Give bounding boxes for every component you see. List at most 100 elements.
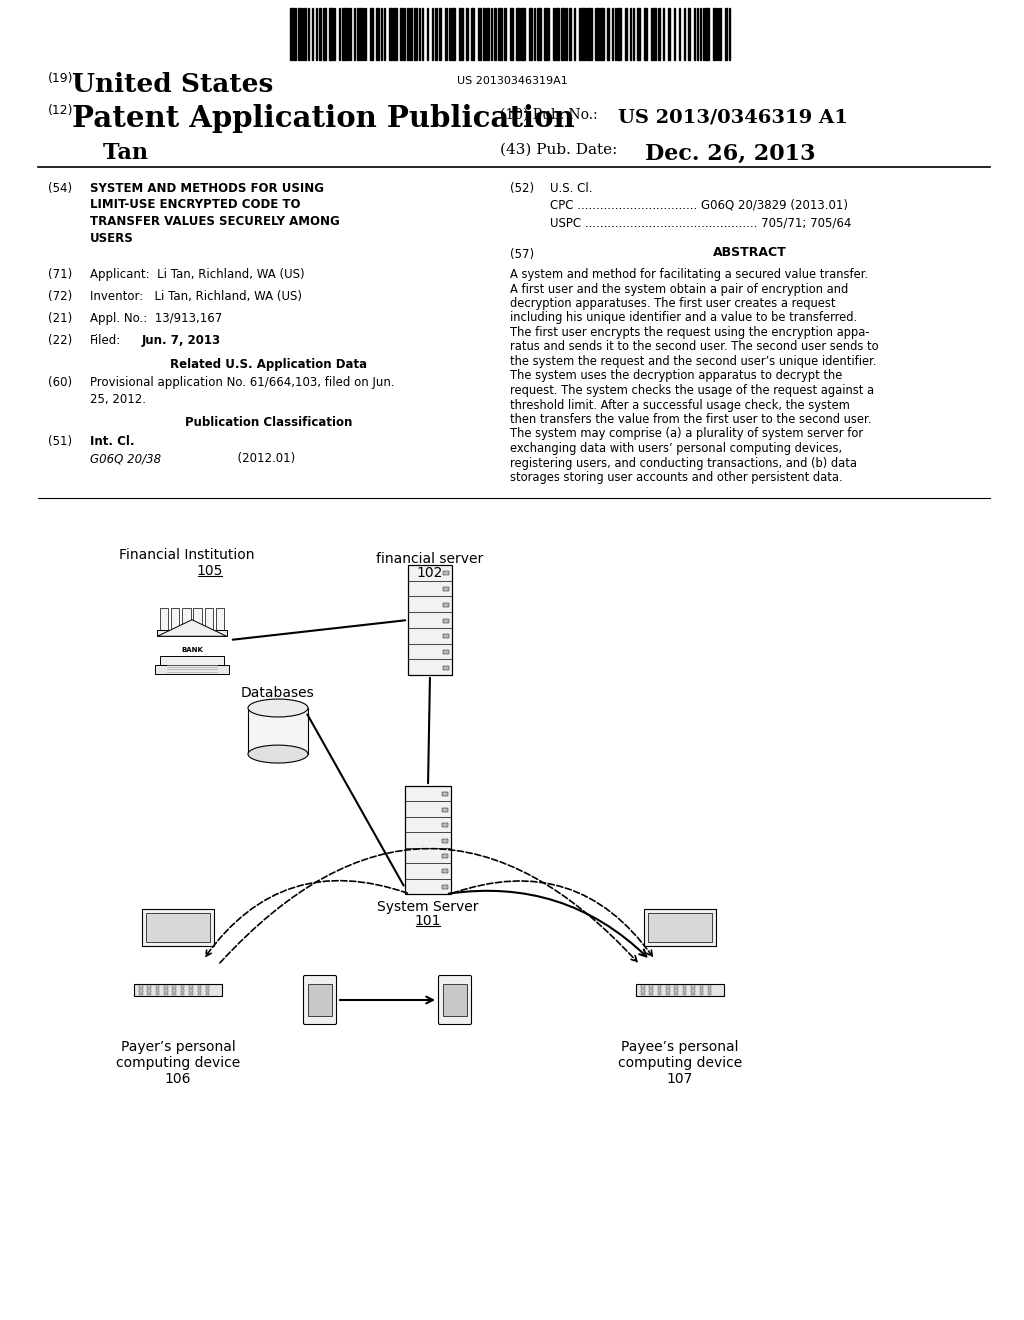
Bar [198,989,201,991]
Bar [713,8,715,59]
Ellipse shape [248,744,308,763]
Bar [636,985,724,995]
Bar [406,785,451,894]
Text: (43) Pub. Date:: (43) Pub. Date: [500,143,617,157]
Bar [625,8,627,59]
Text: Filed:: Filed: [90,334,121,347]
Bar [442,870,449,874]
Bar [443,603,449,607]
Bar [360,8,362,59]
Bar [688,8,690,59]
Bar [600,8,604,59]
Text: (12): (12) [48,104,74,117]
Bar [675,993,678,995]
Bar [198,993,201,995]
Bar [442,824,449,828]
Bar [486,8,489,59]
Bar [410,8,412,59]
Text: A first user and the system obtain a pair of encryption and: A first user and the system obtain a pai… [510,282,848,296]
Bar [342,8,346,59]
Bar [158,630,226,636]
Bar [494,8,496,59]
Text: System Server: System Server [377,900,479,913]
Bar [683,985,686,987]
Bar [644,908,716,946]
Text: decryption apparatuses. The first user creates a request: decryption apparatuses. The first user c… [510,297,836,310]
Ellipse shape [248,700,308,717]
Bar [641,993,644,995]
Bar [498,8,502,59]
Bar [658,8,660,59]
Bar [442,792,449,796]
Bar [393,8,397,59]
Text: Payer’s personal
computing device
106: Payer’s personal computing device 106 [116,1040,240,1086]
Bar [699,993,703,995]
Bar [189,989,193,991]
Bar [206,989,210,991]
Bar [442,838,449,842]
Bar [649,989,653,991]
Bar [323,8,326,59]
Text: storages storing user accounts and other persistent data.: storages storing user accounts and other… [510,471,843,484]
Bar [347,8,349,59]
Bar [478,8,481,59]
Bar [439,8,441,59]
Bar [147,989,151,991]
FancyBboxPatch shape [303,975,337,1024]
Text: (60): (60) [48,376,72,389]
Bar [641,985,644,987]
Bar [443,983,467,1016]
Bar [675,989,678,991]
Bar [139,989,142,991]
Bar [134,985,222,995]
Bar [504,8,506,59]
Bar [403,8,406,59]
Text: Patent Application Publication: Patent Application Publication [72,104,574,133]
Bar [582,8,586,59]
Bar [699,985,703,987]
Bar [389,8,392,59]
Bar [569,8,571,59]
Bar [675,985,678,987]
Text: Jun. 7, 2013: Jun. 7, 2013 [142,334,221,347]
Bar [308,983,332,1016]
Text: 101: 101 [415,913,441,928]
Bar [206,993,210,995]
Bar [668,8,670,59]
Text: Payee’s personal
computing device
107: Payee’s personal computing device 107 [617,1040,742,1086]
Text: request. The system checks the usage of the request against a: request. The system checks the usage of … [510,384,874,397]
FancyArrowPatch shape [453,880,652,956]
Bar [556,8,559,59]
Bar [471,8,474,59]
Bar [443,665,449,669]
Bar [607,8,609,59]
Text: financial server: financial server [377,552,483,566]
Bar [376,8,379,59]
Bar [565,8,567,59]
Bar [155,665,229,673]
Bar [516,8,520,59]
Bar [667,993,670,995]
Text: then transfers the value from the first user to the second user.: then transfers the value from the first … [510,413,871,426]
Bar [414,8,417,59]
Bar [370,8,373,59]
Bar [206,985,210,987]
Bar [537,8,541,59]
Text: (19): (19) [48,73,74,84]
Bar [649,993,653,995]
Text: A system and method for facilitating a secured value transfer.: A system and method for facilitating a s… [510,268,868,281]
Bar [290,8,293,59]
Text: The system may comprise (a) a plurality of system server for: The system may comprise (a) a plurality … [510,428,863,441]
Bar [443,587,449,591]
Bar [319,8,321,59]
Bar [147,985,151,987]
Bar [156,985,160,987]
Bar [544,8,547,59]
Bar [587,8,590,59]
Bar [172,989,176,991]
Bar [139,993,142,995]
Text: (72): (72) [48,290,73,304]
Bar [443,572,449,576]
Text: Provisional application No. 61/664,103, filed on Jun.
25, 2012.: Provisional application No. 61/664,103, … [90,376,394,405]
Text: Tan: Tan [72,143,148,164]
